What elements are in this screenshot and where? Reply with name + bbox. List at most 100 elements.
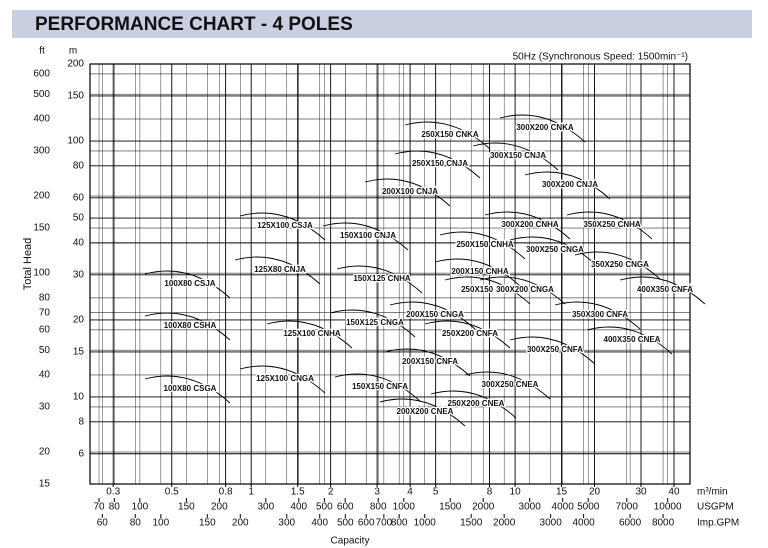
- model-label: 350X300 CNFA: [572, 310, 628, 319]
- usgpm-tick-label: 800: [370, 502, 387, 513]
- usgpm-tick-label: 1000: [393, 502, 416, 513]
- chart-title: PERFORMANCE CHART - 4 POLES: [35, 14, 353, 35]
- x-tick-label: 0.3: [106, 487, 120, 498]
- impgpm-tick-label: 700: [376, 518, 393, 529]
- head-curve: [384, 348, 471, 377]
- model-label: 150X150 CNFA: [352, 382, 408, 391]
- head-curve: [424, 320, 511, 349]
- y-unit: m: [69, 46, 77, 57]
- usgpm-tick-label: 150: [178, 502, 195, 513]
- model-label: 150X125 CNGA: [346, 318, 404, 327]
- model-label: 300X250 CNEA: [482, 380, 539, 389]
- head-curve: [484, 211, 571, 240]
- model-label: 400X350 CNFA: [637, 285, 693, 294]
- impgpm-tick-label: 300: [278, 518, 295, 529]
- impgpm-tick-label: 3000: [540, 518, 563, 529]
- model-label: 125X100 CNHA: [283, 329, 341, 338]
- impgpm-tick-label: 800: [391, 518, 408, 529]
- head-curve: [524, 171, 611, 200]
- head-curve: [499, 114, 586, 143]
- y2-unit: ft: [39, 46, 45, 57]
- y2-tick-label: 40: [39, 370, 51, 381]
- head-curve: [334, 373, 421, 402]
- head-curve: [554, 301, 641, 330]
- head-curve: [404, 121, 491, 150]
- model-label: 300X150 CNJA: [490, 151, 546, 160]
- model-label: 300X250 CNGA: [526, 245, 584, 254]
- x-tick-label: 4: [407, 487, 413, 498]
- usgpm-tick-label: 400: [290, 502, 307, 513]
- y2-tick-label: 500: [33, 89, 50, 100]
- y-tick-label: 60: [73, 192, 85, 203]
- y-tick-label: 6: [78, 448, 84, 459]
- y-tick-label: 150: [67, 91, 84, 102]
- usgpm-tick-label: 300: [257, 502, 274, 513]
- model-label: 125X100 CSJA: [257, 221, 313, 230]
- impgpm-tick-label: 500: [337, 518, 354, 529]
- y2-tick-label: 60: [39, 325, 51, 336]
- x-tick-label: 1.5: [291, 487, 305, 498]
- model-label: 250X150 CNHA: [456, 240, 514, 249]
- y2-tick-label: 80: [39, 293, 51, 304]
- impgpm-tick-label: 80: [130, 518, 142, 529]
- model-label: 100X80 CSHA: [164, 321, 217, 330]
- model-label: 250X150 CNJA: [412, 159, 468, 168]
- usgpm-tick-label: 10000: [654, 502, 682, 513]
- head-curve: [379, 398, 466, 427]
- y2-tick-label: 200: [33, 191, 50, 202]
- impgpm-tick-label: 600: [358, 518, 375, 529]
- impgpm-tick-label: 1000: [414, 518, 437, 529]
- y-tick-label: 8: [78, 416, 84, 427]
- head-curve: [439, 231, 526, 260]
- head-curve: [430, 390, 517, 419]
- x-tick-label: 20: [589, 487, 601, 498]
- model-label: 350X250 CNGA: [591, 260, 649, 269]
- x-tick-label: 5: [433, 487, 439, 498]
- impgpm-tick-label: 200: [232, 518, 249, 529]
- x-tick-label: 1: [248, 487, 254, 498]
- head-curve: [389, 301, 476, 330]
- x-tick-label: 8: [487, 487, 493, 498]
- impgpm-tick-label: 2000: [493, 518, 516, 529]
- x-tick-label: 0.8: [219, 487, 233, 498]
- model-label: 400X350 CNEA: [604, 335, 661, 344]
- y2-tick-label: 15: [39, 479, 51, 490]
- usgpm-tick-label: 500: [316, 502, 333, 513]
- model-label: 250X200 CNEA: [448, 399, 505, 408]
- x-tick-label: 3: [374, 487, 380, 498]
- title-bar: [12, 10, 752, 38]
- head-curve: [144, 312, 231, 341]
- y-tick-label: 200: [67, 59, 84, 70]
- model-label: 150X100 CNJA: [340, 231, 396, 240]
- model-label: 300X250 CNFA: [527, 345, 583, 354]
- usgpm-tick-label: 7000: [616, 502, 639, 513]
- head-curve: [619, 276, 706, 305]
- model-label: 350X250 CNHA: [583, 220, 641, 229]
- y-tick-label: 40: [73, 238, 85, 249]
- head-curve: [444, 276, 531, 305]
- head-curve: [266, 320, 353, 349]
- y-tick-label: 30: [73, 269, 85, 280]
- head-curve: [586, 326, 673, 355]
- note: 50Hz (Synchronous Speed: 1500min⁻¹): [513, 52, 688, 63]
- y2-tick-label: 30: [39, 402, 51, 413]
- usgpm-tick-label: 600: [337, 502, 354, 513]
- y2-tick-label: 150: [33, 223, 50, 234]
- usgpm-tick-label: 2000: [472, 502, 495, 513]
- impgpm-tick-label: 150: [199, 518, 216, 529]
- head-curve: [144, 375, 231, 404]
- model-label: 200X150 CNFA: [402, 357, 458, 366]
- y2-tick-label: 400: [33, 114, 50, 125]
- x-tick-label: 40: [668, 487, 680, 498]
- model-label: 250X150 CNGA: [461, 285, 519, 294]
- x-unit: m³/min: [697, 487, 728, 498]
- head-curve: [364, 178, 451, 207]
- model-label: 150X125 CNHA: [353, 274, 411, 283]
- model-label: 125X100 CNGA: [256, 374, 314, 383]
- y2-tick-label: 300: [33, 146, 50, 157]
- model-label: 200X200 CNEA: [397, 407, 454, 416]
- impgpm-tick-label: 60: [97, 518, 109, 529]
- model-label: 300X200 CNGA: [496, 285, 554, 294]
- head-curve: [394, 150, 481, 179]
